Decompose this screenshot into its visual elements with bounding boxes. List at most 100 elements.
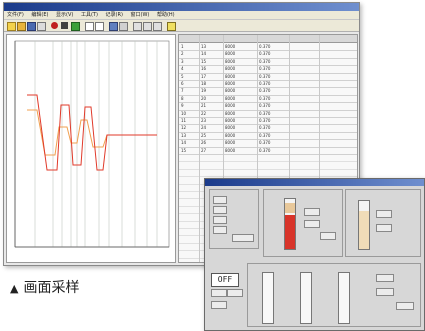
menu-record[interactable]: 记录(R) — [105, 12, 123, 18]
grid-cell-num: 9 — [181, 103, 184, 109]
caption-text: 画面采样 — [23, 280, 80, 296]
table-row[interactable]: 4 16 8000 0.370 — [179, 65, 357, 74]
grid-column-divider — [319, 35, 320, 262]
apply-button[interactable] — [232, 234, 254, 242]
setpoint-field-5[interactable] — [376, 224, 392, 232]
table-row[interactable]: 15 27 8000 0.370 — [179, 147, 357, 155]
grid-cell-num: 10 — [181, 110, 187, 116]
vertical-grid — [34, 41, 158, 247]
level-gauge-3 — [262, 272, 274, 324]
setpoint-field-7[interactable] — [376, 288, 394, 296]
grid-cell-a: 22 — [201, 110, 207, 116]
table-row[interactable]: 6 18 8000 0.370 — [179, 80, 357, 89]
mode-button-2[interactable] — [227, 289, 243, 297]
grid-cell-b: 8000 — [225, 51, 236, 57]
grid-cell-c: 0.370 — [259, 66, 271, 72]
monitor-window-titlebar[interactable] — [205, 179, 424, 186]
menu-file[interactable]: 文件(F) — [7, 12, 24, 18]
empty-row — [179, 169, 357, 178]
setpoint-field-4[interactable] — [376, 210, 392, 218]
grid-cell-c: 0.370 — [259, 110, 271, 116]
table-row[interactable]: 13 25 8000 0.370 — [179, 132, 357, 141]
triangle-marker-icon: ▲ — [10, 282, 19, 295]
help-icon[interactable] — [167, 22, 176, 31]
play-icon[interactable] — [71, 22, 80, 31]
table-row[interactable]: 14 26 8000 0.370 — [179, 139, 357, 148]
table-row[interactable]: 9 21 8000 0.370 — [179, 102, 357, 111]
save-icon[interactable] — [27, 22, 36, 31]
grid-cell-b: 8000 — [225, 103, 236, 109]
menu-edit[interactable]: 编辑(E) — [31, 12, 49, 18]
trend-chart — [14, 40, 170, 248]
level-gauge-2 — [358, 200, 370, 250]
grid-cell-num: 2 — [181, 51, 184, 57]
grid-header — [179, 35, 357, 43]
grid-cell-c: 0.370 — [259, 58, 271, 64]
option-button-3[interactable] — [213, 216, 227, 224]
setpoint-field-6[interactable] — [376, 274, 394, 282]
grid-cell-c: 0.370 — [259, 81, 271, 86]
status-off-indicator: OFF — [211, 273, 239, 287]
grid-cell-num: 14 — [181, 140, 187, 146]
menu-window[interactable]: 窗口(W) — [130, 12, 150, 18]
option-button-2[interactable] — [213, 206, 227, 214]
new-file-icon[interactable] — [7, 22, 16, 31]
menu-help[interactable]: 帮助(H) — [156, 12, 175, 18]
grid-cell-c: 0.370 — [259, 125, 271, 131]
menu-tools[interactable]: 工具(T) — [80, 12, 98, 18]
table-row[interactable]: 3 15 8000 0.370 — [179, 58, 357, 67]
setpoint-field-1[interactable] — [304, 208, 320, 216]
arrow-right-icon[interactable] — [153, 22, 162, 31]
grid-cell-a: 21 — [201, 103, 207, 109]
setpoint-field-3[interactable] — [320, 232, 336, 240]
arrow-left-icon[interactable] — [143, 22, 152, 31]
grid-cell-b: 8000 — [225, 81, 236, 86]
option-button-1[interactable] — [213, 196, 227, 204]
table-row[interactable]: 10 22 8000 0.370 — [179, 110, 357, 118]
grid-cell-b: 8000 — [225, 58, 236, 64]
grid-cell-a: 16 — [201, 66, 207, 72]
grid-cell-c: 0.370 — [259, 95, 271, 101]
grid-cell-c: 0.370 — [259, 118, 271, 123]
setpoint-field-8[interactable] — [396, 302, 414, 310]
table-row[interactable]: 5 17 8000 0.370 — [179, 73, 357, 81]
toolbar — [4, 20, 359, 32]
grid-cell-c: 0.370 — [259, 73, 271, 79]
main-window-titlebar[interactable] — [4, 3, 359, 11]
mode-button-3[interactable] — [211, 301, 227, 309]
zoom-out-icon[interactable] — [95, 22, 104, 31]
stop-icon[interactable] — [61, 22, 68, 29]
setpoint-field-2[interactable] — [304, 220, 320, 228]
grid-cell-a: 23 — [201, 118, 207, 123]
grid-cell-c: 0.370 — [259, 103, 271, 109]
table-row[interactable]: 12 24 8000 0.370 — [179, 124, 357, 133]
grid-column-divider — [289, 35, 290, 262]
level-gauge-1-upper — [285, 203, 295, 213]
settings-icon[interactable] — [133, 22, 142, 31]
mode-button-1[interactable] — [211, 289, 227, 297]
graph-icon[interactable] — [109, 22, 118, 31]
grid-cell-num: 8 — [181, 95, 184, 101]
table-row[interactable]: 2 14 8000 0.370 — [179, 50, 357, 59]
grid-cell-a: 15 — [201, 58, 207, 64]
grid-cell-num: 12 — [181, 125, 187, 131]
monitor-window: OFF — [204, 178, 425, 331]
grid-cell-a: 27 — [201, 147, 207, 153]
table-row[interactable]: 7 19 8000 0.370 — [179, 87, 357, 96]
grid-cell-num: 7 — [181, 88, 184, 94]
table-row[interactable]: 8 20 8000 0.370 — [179, 95, 357, 104]
table-icon[interactable] — [119, 22, 128, 31]
menu-view[interactable]: 显示(V) — [56, 12, 74, 18]
table-row[interactable]: 1 13 8000 0.370 — [179, 43, 357, 52]
zoom-in-icon[interactable] — [85, 22, 94, 31]
caption: ▲ 画面采样 — [10, 277, 79, 297]
level-group-3 — [247, 263, 421, 327]
grid-cell-a: 26 — [201, 140, 207, 146]
grid-cell-a: 24 — [201, 125, 207, 131]
record-icon[interactable] — [51, 22, 58, 29]
table-row[interactable]: 11 23 8000 0.370 — [179, 117, 357, 126]
option-button-4[interactable] — [213, 226, 227, 234]
print-icon[interactable] — [37, 22, 46, 31]
open-folder-icon[interactable] — [17, 22, 26, 31]
grid-cell-b: 8000 — [225, 66, 236, 72]
